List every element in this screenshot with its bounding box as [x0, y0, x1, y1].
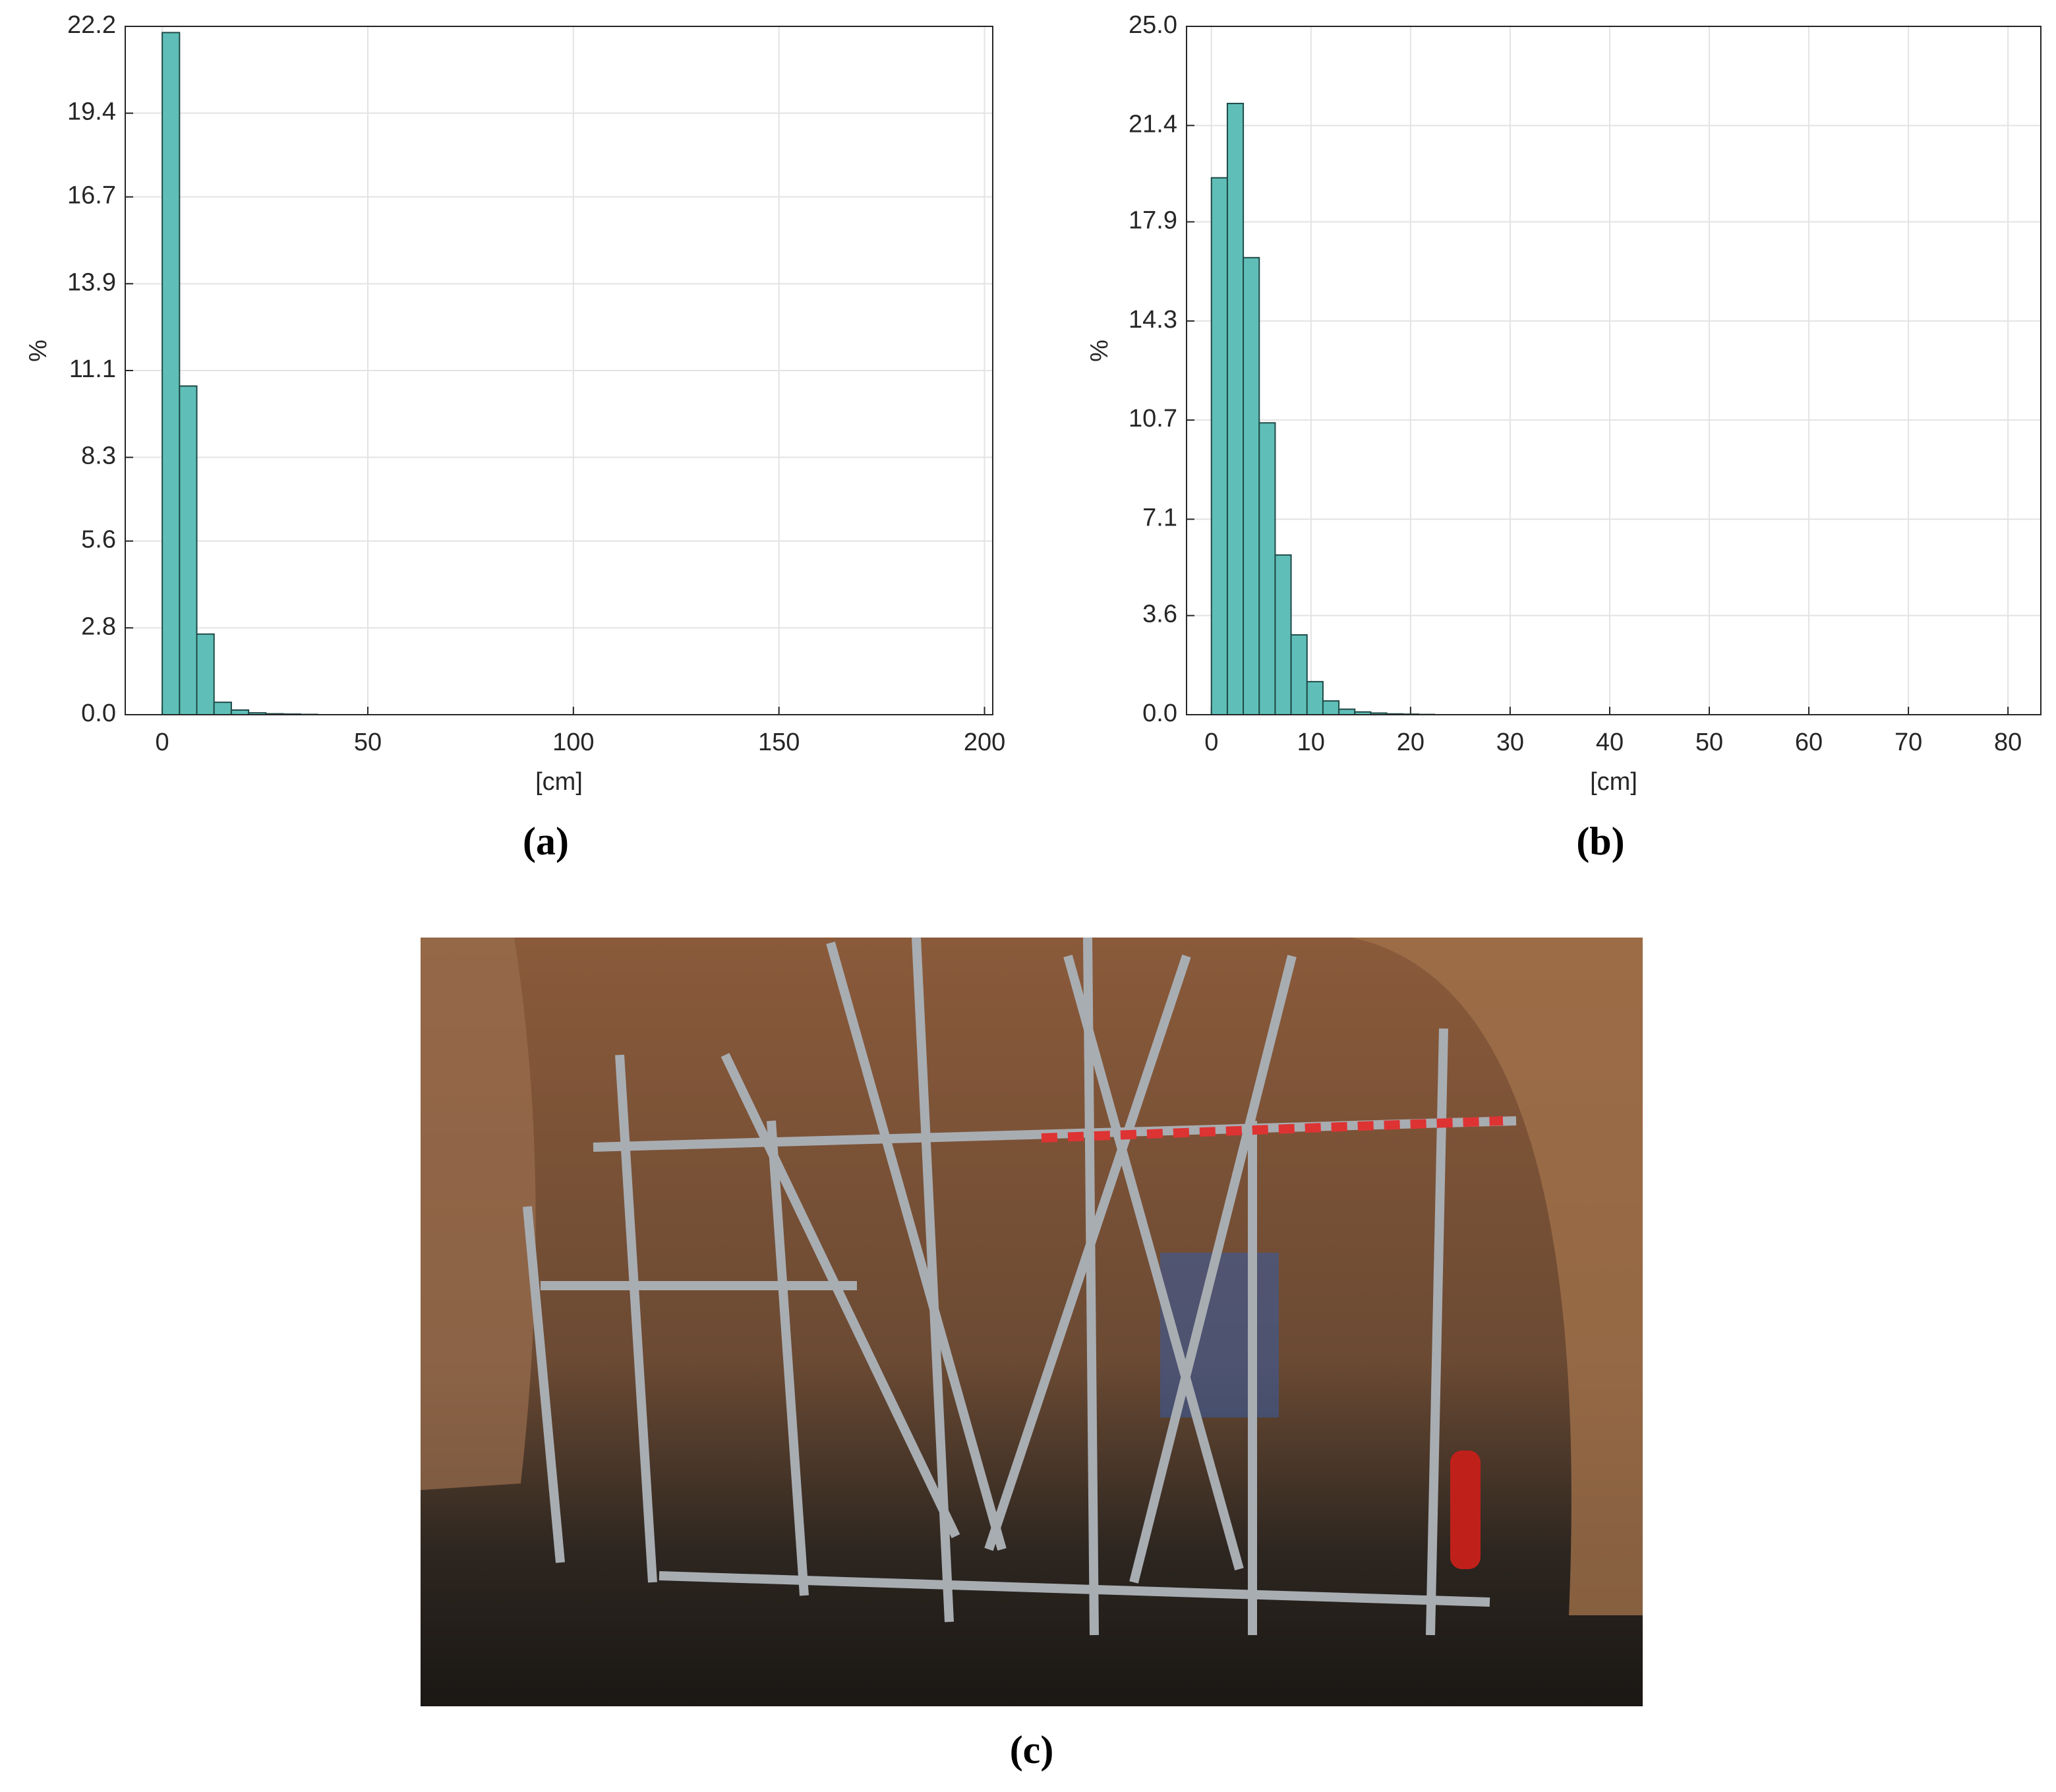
caption: (a) — [523, 820, 569, 863]
caption: (c) — [1010, 1728, 1054, 1772]
photo — [421, 938, 1643, 1706]
x-tick-label: 10 — [1297, 729, 1325, 756]
y-tick-label: 13.9 — [67, 268, 116, 296]
x-tick-label: 70 — [1894, 729, 1922, 756]
bar — [1307, 682, 1323, 715]
bar — [1259, 423, 1275, 715]
y-tick-label: 3.6 — [1142, 601, 1177, 628]
x-tick-label: 50 — [354, 729, 382, 756]
y-tick-label: 22.2 — [67, 11, 116, 39]
caption: (b) — [1576, 820, 1624, 863]
x-tick-label: 200 — [964, 729, 1005, 756]
x-tick-label: 50 — [1695, 729, 1723, 756]
y-tick-label: 2.8 — [81, 612, 116, 640]
x-tick-label: 100 — [552, 729, 594, 756]
bar — [231, 710, 249, 715]
y-tick-label: 0.0 — [1142, 700, 1177, 727]
y-tick-label: 14.3 — [1129, 306, 1177, 334]
x-tick-label: 80 — [1994, 729, 2022, 756]
y-tick-label: 7.1 — [1142, 504, 1177, 532]
y-tick-label: 19.4 — [67, 98, 116, 126]
bar — [1275, 555, 1291, 715]
x-tick-label: 30 — [1496, 729, 1524, 756]
bar — [214, 702, 231, 715]
y-tick-label: 0.0 — [81, 700, 116, 727]
bar — [1227, 104, 1243, 715]
y-tick-label: 8.3 — [81, 442, 116, 470]
x-tick-label: 150 — [758, 729, 800, 756]
x-tick-label: 0 — [156, 729, 169, 756]
bar — [1291, 635, 1307, 715]
y-tick-label: 5.6 — [81, 526, 116, 554]
bar — [162, 32, 179, 715]
bar — [1323, 701, 1339, 715]
y-tick-label: 10.7 — [1129, 405, 1177, 433]
y-axis-label: % — [1086, 340, 1113, 362]
x-axis-label: [cm] — [1590, 768, 1637, 796]
y-axis-label: % — [24, 340, 52, 362]
bar — [197, 634, 214, 715]
x-tick-label: 20 — [1397, 729, 1425, 756]
y-tick-label: 11.1 — [69, 355, 116, 383]
y-tick-label: 21.4 — [1129, 110, 1177, 138]
y-tick-label: 16.7 — [67, 182, 116, 210]
y-tick-label: 17.9 — [1129, 207, 1177, 235]
x-tick-label: 0 — [1204, 729, 1218, 756]
x-tick-label: 40 — [1596, 729, 1624, 756]
y-tick-label: 25.0 — [1129, 11, 1177, 39]
x-axis-label: [cm] — [535, 768, 583, 796]
bar — [179, 386, 196, 715]
bar — [1243, 258, 1259, 715]
plot-area — [1187, 26, 2041, 715]
bar — [1212, 178, 1227, 715]
bar — [1339, 709, 1355, 715]
x-tick-label: 60 — [1795, 729, 1823, 756]
